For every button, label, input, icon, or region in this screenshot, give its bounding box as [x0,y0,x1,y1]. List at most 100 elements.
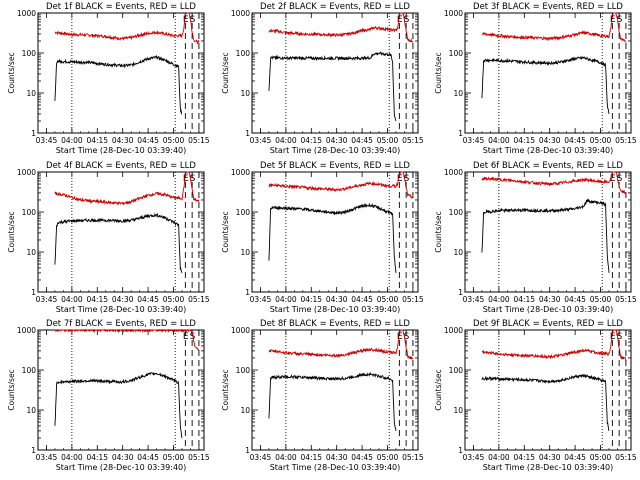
event-mark-s: S [404,15,410,25]
x-tick-label: 04:30 [539,136,561,145]
x-axis-label: Start Time (28-Dec-10 03:39:40) [56,146,187,155]
y-tick-label: 100 [236,49,251,58]
x-tick-label: 03:45 [463,295,485,304]
event-mark-e: E [183,332,189,342]
y-tick-label: 1000 [17,168,36,177]
x-tick-label: 04:15 [513,136,535,145]
event-mark-e: E [183,15,189,25]
x-tick-label: 03:45 [36,453,58,462]
x-tick-label: 04:00 [275,136,297,145]
lld-series-line [54,12,200,45]
y-tick-label: 100 [22,366,37,375]
y-tick-label: 10 [240,248,250,257]
plot-frame [37,12,205,134]
plot-frame [464,329,632,451]
chart-title: Det 9f BLACK = Events, RED = LLD [473,319,623,329]
y-tick-label: 100 [449,208,464,217]
x-tick-label: 05:15 [188,295,210,304]
chart-title: Det 5f BLACK = Events, RED = LLD [260,161,410,171]
y-tick-label: 10 [453,248,463,257]
event-mark-s: S [404,174,410,184]
x-axis-label: Start Time (28-Dec-10 03:39:40) [56,305,187,314]
y-axis-label: Counts/sec [434,369,443,410]
lld-series-line [54,171,200,206]
y-tick-label: 1000 [444,168,463,177]
chart-title: Det 6f BLACK = Events, RED = LLD [473,161,623,171]
chart-title: Det 2f BLACK = Events, RED = LLD [260,2,410,12]
x-tick-label: 04:00 [275,453,297,462]
lld-series-line [268,329,414,360]
x-axis-label: Start Time (28-Dec-10 03:39:40) [56,463,187,472]
lld-series-line [54,328,200,351]
x-tick-label: 03:45 [36,136,58,145]
plot-frame [251,12,419,134]
x-tick-label: 04:15 [86,136,108,145]
x-tick-label: 05:15 [615,453,637,462]
events-series-line [268,202,397,273]
x-tick-label: 03:45 [250,295,272,304]
y-axis-label: Counts/sec [7,369,16,410]
event-mark-s: S [404,332,410,342]
y-axis-label: Counts/sec [434,52,443,93]
lld-series-line [481,171,627,196]
y-axis-label: Counts/sec [221,211,230,252]
y-tick-label: 1 [31,288,36,297]
y-tick-label: 10 [26,406,36,415]
x-tick-label: 04:15 [513,295,535,304]
y-tick-label: 1000 [444,9,463,18]
plot-frame [251,171,419,293]
x-tick-label: 03:45 [250,453,272,462]
event-mark-s: S [617,332,623,342]
x-tick-label: 05:00 [377,453,399,462]
y-tick-label: 1 [458,129,463,138]
x-tick-label: 05:00 [163,453,185,462]
lld-series-line [268,171,414,200]
plot-frame [251,329,419,451]
chart-title: Det 8f BLACK = Events, RED = LLD [260,319,410,329]
x-tick-label: 05:00 [590,136,612,145]
y-tick-label: 1000 [17,9,36,18]
x-tick-label: 03:45 [36,295,58,304]
y-axis-label: Counts/sec [221,369,230,410]
x-axis-label: Start Time (28-Dec-10 03:39:40) [483,146,614,155]
x-tick-label: 04:15 [86,295,108,304]
x-tick-label: 03:45 [463,453,485,462]
y-tick-label: 1 [245,288,250,297]
x-tick-label: 05:15 [402,295,424,304]
x-tick-label: 04:00 [488,136,510,145]
x-tick-label: 04:15 [86,453,108,462]
y-tick-label: 10 [26,248,36,257]
y-axis-label: Counts/sec [221,52,230,93]
y-tick-label: 100 [236,366,251,375]
x-tick-label: 04:45 [351,453,373,462]
y-tick-label: 10 [453,89,463,98]
x-tick-label: 04:30 [326,295,348,304]
x-tick-label: 04:00 [488,453,510,462]
event-mark-s: S [617,174,623,184]
y-tick-label: 10 [240,89,250,98]
events-series-line [268,51,397,122]
event-mark-s: S [617,15,623,25]
x-tick-label: 04:45 [564,136,586,145]
x-tick-label: 04:30 [539,295,561,304]
y-tick-label: 100 [22,49,37,58]
plot-frame [464,12,632,134]
event-mark-s: S [190,174,196,184]
y-tick-label: 10 [26,89,36,98]
x-tick-label: 04:15 [300,295,322,304]
events-series-line [54,54,183,115]
y-tick-label: 1 [458,288,463,297]
x-tick-label: 04:00 [61,453,83,462]
x-tick-label: 05:00 [163,295,185,304]
chart-title: Det 3f BLACK = Events, RED = LLD [473,2,623,12]
x-tick-label: 04:15 [300,136,322,145]
x-axis-label: Start Time (28-Dec-10 03:39:40) [270,463,401,472]
x-tick-label: 04:45 [564,295,586,304]
chart-title: Det 1f BLACK = Events, RED = LLD [46,2,196,12]
x-tick-label: 05:15 [402,453,424,462]
y-tick-label: 1 [245,129,250,138]
x-tick-label: 04:00 [488,295,510,304]
x-tick-label: 04:45 [137,453,159,462]
x-tick-label: 04:45 [564,453,586,462]
